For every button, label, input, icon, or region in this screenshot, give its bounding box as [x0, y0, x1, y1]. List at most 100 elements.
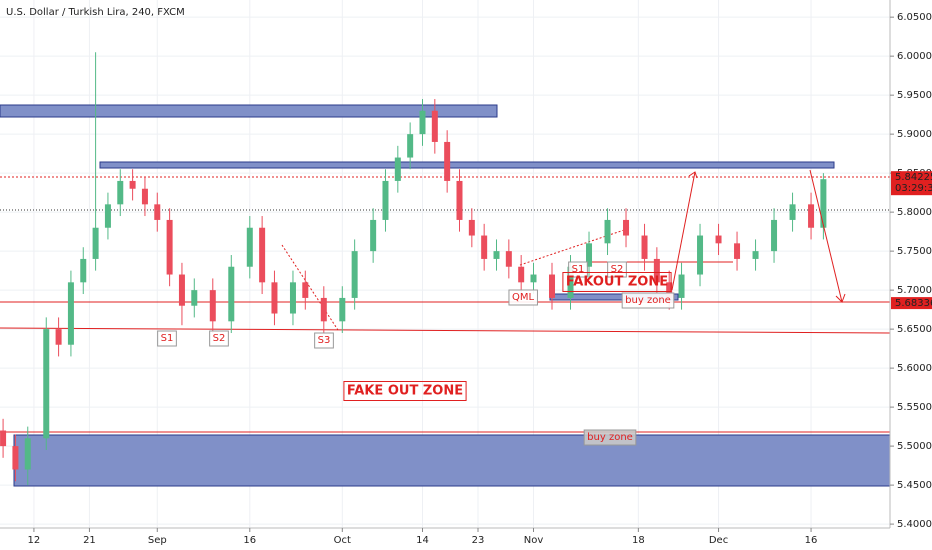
candle-body [604, 219, 611, 244]
annotation-box [343, 381, 467, 401]
annotations: S1 S2 S3 FAKE OUT ZONE buy zone S1 S2 QML FAKOUT… [157, 261, 675, 446]
candle-body [444, 141, 451, 181]
annotation: S1 [572, 264, 585, 275]
y-tick-label: 5.40000 [897, 519, 932, 530]
x-tick-label: 18 [632, 535, 645, 546]
y-tick-label: 5.55000 [897, 402, 932, 413]
candle-body [129, 180, 136, 189]
x-tick-label: 14 [416, 535, 429, 546]
candle-body [117, 180, 124, 205]
candle-body [246, 227, 253, 267]
annotation: FAKOUT ZONE [566, 275, 668, 290]
candle-body [289, 282, 296, 314]
candle-body [191, 290, 198, 306]
candles [0, 52, 827, 486]
annotation-box [314, 332, 334, 349]
annotation-box [157, 330, 177, 347]
candle-body [431, 110, 438, 142]
candle-body [752, 251, 759, 259]
candle-body [407, 134, 414, 158]
arrow-head [688, 171, 698, 179]
candle-body [154, 204, 161, 220]
annotation-box [562, 272, 672, 292]
y-tick-label: 5.60000 [897, 363, 932, 374]
x-tick-label: 16 [243, 535, 256, 546]
annotation-box [568, 261, 588, 278]
candle-body [567, 266, 574, 298]
buy-zone [13, 434, 891, 487]
annotation: S1 [161, 333, 174, 344]
annotation: S3 [318, 335, 331, 346]
last-price: 5.84225 [895, 172, 932, 183]
trend-line [281, 244, 339, 331]
candle-body [653, 258, 660, 283]
candle-body [394, 157, 401, 181]
candle-body [715, 235, 722, 244]
annotation-box [607, 261, 627, 278]
candle-body [518, 266, 525, 283]
candle-body [351, 251, 358, 298]
y-tick-label: 5.45000 [897, 480, 932, 491]
candle-body [530, 274, 537, 283]
arrow-head [835, 293, 846, 303]
projection-arrow [809, 169, 843, 303]
x-tick-label: Sep [148, 535, 167, 546]
trend-line [0, 327, 891, 334]
candle-body [55, 329, 62, 345]
candle-body [419, 110, 426, 135]
x-tick-label: 12 [28, 535, 41, 546]
candle-body [271, 282, 278, 314]
candle-body [228, 266, 235, 322]
candle-body [666, 282, 673, 298]
annotation-box [583, 429, 637, 446]
y-tick-label: 5.65000 [897, 324, 932, 335]
candle-body [678, 274, 685, 298]
price-label-bg [891, 297, 932, 310]
candle-body [0, 430, 7, 447]
annotation: S2 [611, 264, 624, 275]
y-tick-label: 6.05000 [897, 12, 932, 23]
candle-body [12, 446, 19, 470]
candle-body [24, 438, 31, 470]
annotation: buy zone [587, 432, 633, 443]
y-tick-label: 5.70000 [897, 285, 932, 296]
candle-body [808, 204, 815, 228]
candle-body [641, 235, 648, 259]
candle-body [549, 274, 556, 298]
candle-body [382, 180, 389, 220]
candle-body [302, 282, 309, 298]
candle-body [339, 297, 346, 322]
y-tick-label: 5.50000 [897, 441, 932, 452]
candle-body [80, 258, 87, 283]
x-tick-label: Nov [524, 535, 544, 546]
candle-body [586, 243, 593, 267]
y-tick-label: 5.90000 [897, 129, 932, 140]
candle-body [623, 219, 630, 236]
x-tick-label: Oct [334, 535, 351, 546]
annotation-box [209, 330, 229, 347]
y-tick-label: 5.80000 [897, 207, 932, 218]
candle-body [493, 251, 500, 259]
candle-body [178, 274, 185, 306]
candle-body [771, 219, 778, 252]
candle-body [166, 219, 173, 275]
supply-zone [0, 104, 498, 118]
candle-body [734, 243, 741, 259]
candle-body [481, 235, 488, 259]
candle-body [43, 329, 50, 439]
candle-body [209, 290, 216, 322]
candle-body [92, 227, 99, 259]
x-tick-label: 23 [472, 535, 485, 546]
candle-body [456, 180, 463, 220]
annotation: S2 [213, 333, 226, 344]
y-tick-label: 5.75000 [897, 246, 932, 257]
axis-labels: 5.40000 5.45000 5.50000 5.55000 5.60000 5.650… [28, 12, 932, 546]
candle-body [141, 188, 148, 205]
candle-body [259, 227, 266, 283]
y-tick-label: 5.95000 [897, 90, 932, 101]
candle-body [468, 219, 475, 236]
annotation: buy zone [625, 295, 671, 306]
candle-body [820, 179, 827, 228]
y-tick-label: 6.00000 [897, 51, 932, 62]
annotation-box [508, 289, 538, 306]
